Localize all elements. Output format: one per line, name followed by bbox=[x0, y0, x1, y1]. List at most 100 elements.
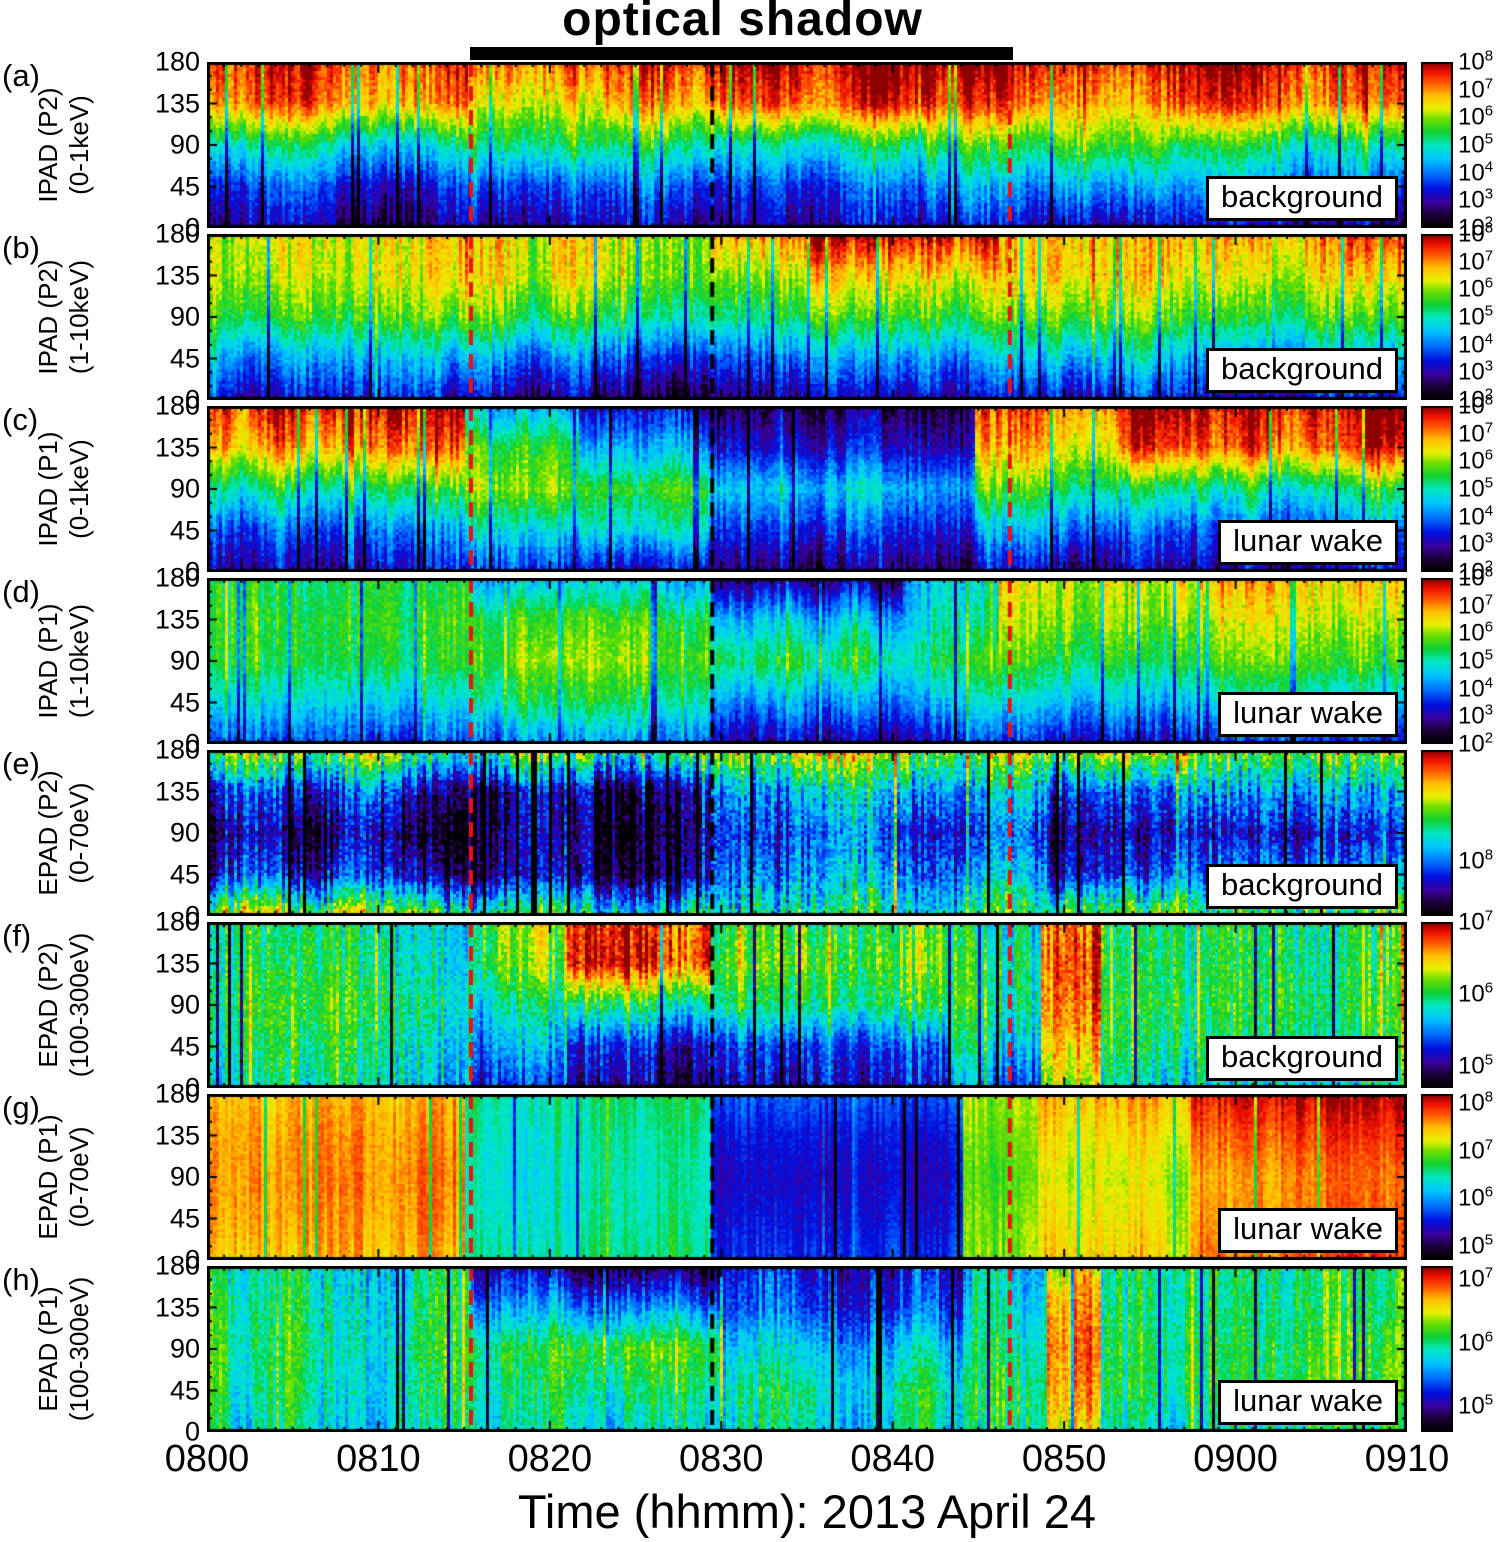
instrument-name: IPAD (P2) bbox=[32, 259, 63, 375]
colorbar-exponent: 2 bbox=[1484, 213, 1494, 231]
colorbar-tick-label: 106 bbox=[1458, 1328, 1493, 1357]
energy-range: (0-1keV) bbox=[64, 95, 94, 195]
colorbar bbox=[1421, 922, 1453, 1088]
colorbar-tick-label: 104 bbox=[1458, 674, 1493, 703]
colorbar-exponent: 7 bbox=[1484, 1136, 1494, 1154]
panel-row-4: (d) IPAD (P1) (1-10keV) 180 135 90 45 0 lunar wa… bbox=[0, 563, 1500, 759]
panel-letter: (e) bbox=[2, 746, 40, 781]
panel-letter: (d) bbox=[2, 574, 40, 609]
y-tick-label: 0 bbox=[184, 384, 200, 415]
colorbar-tick-label: 104 bbox=[1458, 502, 1493, 531]
colorbar-exponent: 8 bbox=[1484, 846, 1494, 864]
colorbar-exponent: 2 bbox=[1484, 729, 1494, 747]
instrument-label-text: IPAD (P1) (1-10keV) bbox=[33, 576, 95, 746]
x-tick-label: 0840 bbox=[850, 1438, 935, 1480]
instrument-label: EPAD (P1) (100-300eV) bbox=[24, 1266, 104, 1432]
y-tick-label: 180 bbox=[154, 1078, 200, 1109]
colorbar-tick-label: 105 bbox=[1458, 1392, 1493, 1421]
colorbar-exponent: 8 bbox=[1484, 563, 1494, 581]
region-label: background bbox=[1205, 348, 1398, 393]
region-label: background bbox=[1205, 864, 1398, 909]
panel-letter: (c) bbox=[2, 402, 39, 437]
colorbar-base: 10 bbox=[1458, 647, 1485, 675]
instrument-label-text: IPAD (P2) (0-1keV) bbox=[33, 60, 95, 230]
x-axis-tick-labels: 0800 0810 0820 0830 0840 0850 0900 0910 bbox=[0, 1438, 1500, 1484]
instrument-name: IPAD (P1) bbox=[32, 431, 63, 547]
panel-letter: (f) bbox=[2, 918, 32, 953]
y-tick-label: 90 bbox=[169, 989, 200, 1020]
colorbar bbox=[1421, 62, 1453, 228]
x-tick-label: 0820 bbox=[507, 1438, 593, 1480]
colorbar-base: 10 bbox=[1458, 675, 1485, 703]
instrument-name: IPAD (P1) bbox=[32, 603, 63, 719]
instrument-label: IPAD (P2) (0-1keV) bbox=[24, 62, 104, 228]
x-tick-label: 0900 bbox=[1193, 1438, 1278, 1480]
y-tick-label: 0 bbox=[184, 556, 200, 587]
instrument-name: EPAD (P2) bbox=[32, 942, 63, 1068]
colorbar-tick-label: 106 bbox=[1458, 103, 1493, 132]
colorbar-exponent: 6 bbox=[1484, 274, 1494, 292]
y-tick-label: 180 bbox=[154, 1250, 200, 1281]
colorbar-base: 10 bbox=[1458, 159, 1485, 187]
colorbar-exponent: 4 bbox=[1484, 330, 1494, 348]
colorbar-tick-label: 104 bbox=[1458, 330, 1493, 359]
panel-letter: (g) bbox=[2, 1090, 40, 1125]
region-label: lunar wake bbox=[1218, 1208, 1398, 1253]
colorbar-tick-label: 103 bbox=[1458, 186, 1493, 215]
y-tick-label: 180 bbox=[154, 390, 200, 421]
colorbar-base: 10 bbox=[1458, 847, 1485, 875]
y-tick-label: 45 bbox=[169, 171, 200, 201]
colorbar-tick-label: 107 bbox=[1458, 419, 1493, 448]
colorbar-exponent: 8 bbox=[1484, 219, 1494, 237]
y-tick-label: 90 bbox=[169, 1161, 200, 1192]
y-tick-label: 90 bbox=[169, 817, 200, 848]
colorbar-exponent: 5 bbox=[1484, 474, 1494, 492]
colorbar-exponent: 8 bbox=[1484, 391, 1494, 409]
instrument-label-text: IPAD (P2) (1-10keV) bbox=[33, 232, 95, 402]
optical-shadow-annotation: optical shadow bbox=[562, 0, 923, 46]
region-label: lunar wake bbox=[1218, 520, 1398, 565]
y-tick-label: 45 bbox=[169, 515, 200, 545]
instrument-label: IPAD (P1) (0-1keV) bbox=[24, 406, 104, 572]
colorbar-base: 10 bbox=[1458, 592, 1485, 620]
colorbar-exponent: 4 bbox=[1484, 502, 1494, 520]
colorbar-exponent: 7 bbox=[1484, 907, 1494, 925]
panel-letter: (b) bbox=[2, 230, 40, 265]
colorbar-exponent: 5 bbox=[1484, 1231, 1494, 1249]
colorbar-tick-label: 108 bbox=[1458, 564, 1493, 593]
colorbar-base: 10 bbox=[1458, 1232, 1485, 1260]
colorbar-exponent: 4 bbox=[1484, 158, 1494, 176]
instrument-label-text: EPAD (P2) (100-300eV) bbox=[33, 920, 95, 1090]
colorbar-tick-label: 108 bbox=[1458, 392, 1493, 421]
instrument-label-text: IPAD (P1) (0-1keV) bbox=[33, 404, 95, 574]
panel-row-5: (e) EPAD (P2) (0-70eV) 180 135 90 45 0 backgroun… bbox=[0, 735, 1500, 931]
colorbar-exponent: 6 bbox=[1484, 1183, 1494, 1201]
colorbar-base: 10 bbox=[1458, 131, 1485, 159]
panel-row-8: (h) EPAD (P1) (100-300eV) 180 135 90 45 0 lunar … bbox=[0, 1251, 1500, 1447]
instrument-label: EPAD (P1) (0-70eV) bbox=[24, 1094, 104, 1260]
colorbar-tick-label: 107 bbox=[1458, 1136, 1493, 1165]
y-tick-label: 90 bbox=[169, 301, 200, 332]
y-tick-label: 135 bbox=[154, 948, 200, 978]
colorbar-tick-label: 102 bbox=[1458, 558, 1493, 587]
colorbar-tick-label: 108 bbox=[1458, 48, 1493, 77]
x-axis-title: Time (hhmm): 2013 April 24 bbox=[517, 1485, 1097, 1538]
colorbar bbox=[1421, 406, 1453, 572]
colorbar-tick-label: 106 bbox=[1458, 980, 1493, 1009]
y-tick-label: 135 bbox=[154, 1292, 200, 1322]
colorbar-exponent: 7 bbox=[1484, 419, 1494, 437]
colorbar-exponent: 6 bbox=[1484, 102, 1494, 120]
energy-range: (1-10keV) bbox=[64, 603, 94, 719]
colorbar-tick-label: 108 bbox=[1458, 1089, 1493, 1118]
y-tick-label: 0 bbox=[184, 1244, 200, 1275]
colorbar-exponent: 2 bbox=[1484, 385, 1494, 403]
colorbar-base: 10 bbox=[1458, 76, 1485, 104]
colorbar-base: 10 bbox=[1458, 702, 1485, 730]
instrument-label-text: EPAD (P2) (0-70eV) bbox=[33, 748, 95, 918]
colorbar-base: 10 bbox=[1458, 447, 1485, 475]
y-tick-label: 180 bbox=[154, 46, 200, 77]
colorbar-exponent: 5 bbox=[1484, 130, 1494, 148]
colorbar-base: 10 bbox=[1458, 475, 1485, 503]
colorbar-base: 10 bbox=[1458, 1089, 1485, 1117]
colorbar-tick-label: 102 bbox=[1458, 730, 1493, 759]
